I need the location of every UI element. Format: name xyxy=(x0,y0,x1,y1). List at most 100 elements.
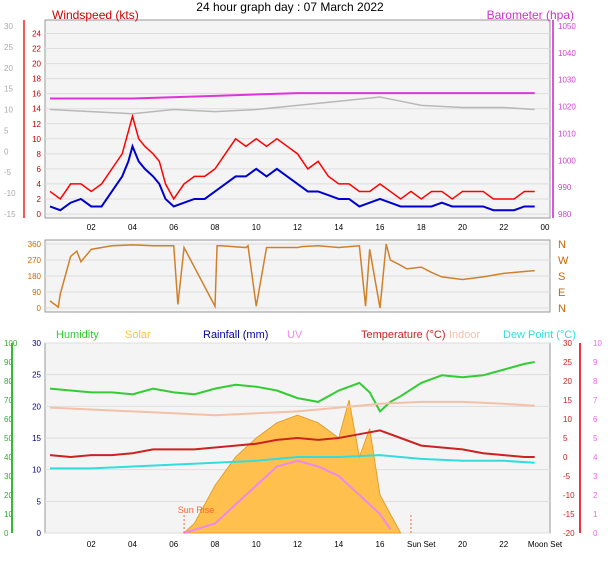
uv-tick-label: 2 xyxy=(593,491,598,500)
temp-tick-label: 20 xyxy=(563,377,572,386)
wind-tick-label: 12 xyxy=(32,120,41,129)
barometer-label: Barometer (hpa) xyxy=(487,8,574,22)
series-temp xyxy=(49,429,535,459)
compass-label: S xyxy=(558,271,565,283)
baro-tick-label: 1050 xyxy=(558,22,576,31)
uv-tick-label: 3 xyxy=(593,472,598,481)
wind-tick-label: 14 xyxy=(32,105,41,114)
gust-tick-label: 5 xyxy=(4,126,9,135)
temp-tick-label: -20 xyxy=(563,529,575,538)
humidity-tick-label: 70 xyxy=(4,396,13,405)
wind-tick-label: 16 xyxy=(32,90,41,99)
temp-tick-label: -5 xyxy=(563,472,571,481)
temp-tick-label: -15 xyxy=(563,510,575,519)
temp-x-tick-label: 04 xyxy=(128,540,137,549)
direction-tick-label: 90 xyxy=(32,288,41,297)
wind-x-tick-label: 10 xyxy=(252,223,261,232)
humidity-tick-label: 100 xyxy=(4,339,18,348)
humidity-tick-label: 40 xyxy=(4,453,13,462)
gust-tick-label: 25 xyxy=(4,43,13,52)
uv-tick-label: 7 xyxy=(593,396,598,405)
sunrise-label: Sun Rise xyxy=(178,505,215,515)
rain-tick-label: 10 xyxy=(32,466,41,475)
rain-tick-label: 5 xyxy=(37,497,42,506)
temp-x-tick-label: 14 xyxy=(334,540,343,549)
gust-tick-label: -15 xyxy=(4,210,16,219)
direction-tick-label: 180 xyxy=(28,272,42,281)
uv-tick-label: 1 xyxy=(593,510,598,519)
temp-axes: 0102030405060708090100051015202530-20-15… xyxy=(4,339,602,549)
uv-tick-label: 0 xyxy=(593,529,598,538)
rain-tick-label: 30 xyxy=(32,339,41,348)
temp-x-tick-label: 22 xyxy=(499,540,508,549)
baro-tick-label: 980 xyxy=(558,210,572,219)
series-wind_max xyxy=(49,113,535,201)
legend-item: UV xyxy=(287,329,303,341)
series-gust_hist xyxy=(49,96,535,115)
uv-tick-label: 6 xyxy=(593,415,598,424)
temp-x-tick-label: 16 xyxy=(376,540,385,549)
baro-tick-label: 990 xyxy=(558,183,572,192)
temp-tick-label: 10 xyxy=(563,415,572,424)
wind-series xyxy=(49,92,535,212)
wind-axes: 0246810121416182022249809901000101010201… xyxy=(4,20,576,232)
direction-tick-label: 270 xyxy=(28,256,42,265)
temp-tick-label: 30 xyxy=(563,339,572,348)
gust-tick-label: -10 xyxy=(4,189,16,198)
gust-tick-label: 0 xyxy=(4,147,9,156)
gust-tick-label: -5 xyxy=(4,168,12,177)
wind-x-tick-label: 02 xyxy=(87,223,96,232)
wind-tick-label: 22 xyxy=(32,45,41,54)
gust-tick-label: 30 xyxy=(4,22,13,31)
humidity-tick-label: 50 xyxy=(4,434,13,443)
humidity-tick-label: 60 xyxy=(4,415,13,424)
chart-title: 24 hour graph day : 07 March 2022 xyxy=(196,0,384,14)
uv-tick-label: 8 xyxy=(593,377,598,386)
wind-x-tick-label: 20 xyxy=(458,223,467,232)
series-wind_avg xyxy=(49,143,535,212)
wind-x-tick-label: 00 xyxy=(541,223,550,232)
wind-x-tick-label: 08 xyxy=(211,223,220,232)
direction-tick-label: 360 xyxy=(28,240,42,249)
series-dir xyxy=(49,243,535,310)
wind-tick-label: 4 xyxy=(37,180,42,189)
temp-tick-label: 15 xyxy=(563,396,572,405)
baro-tick-label: 1040 xyxy=(558,49,576,58)
compass-label: N xyxy=(558,303,566,315)
temp-tick-label: 5 xyxy=(563,434,568,443)
rain-tick-label: 15 xyxy=(32,434,41,443)
humidity-tick-label: 30 xyxy=(4,472,13,481)
wind-tick-label: 0 xyxy=(37,210,42,219)
temp-tick-label: -10 xyxy=(563,491,575,500)
legend-item: Humidity xyxy=(56,329,99,341)
series-uv xyxy=(183,459,392,534)
compass-label: N xyxy=(558,239,566,251)
temp-tick-label: 0 xyxy=(563,453,568,462)
wind-x-tick-label: 16 xyxy=(376,223,385,232)
wind-x-tick-label: 04 xyxy=(128,223,137,232)
wind-tick-label: 6 xyxy=(37,165,42,174)
wind-tick-label: 20 xyxy=(32,60,41,69)
humidity-tick-label: 90 xyxy=(4,358,13,367)
direction-series xyxy=(49,243,535,310)
baro-tick-label: 1010 xyxy=(558,129,576,138)
wind-x-tick-label: 14 xyxy=(334,223,343,232)
series-solar xyxy=(182,399,402,534)
temp-x-tick-label: Sun Set xyxy=(407,540,436,549)
temp-x-tick-label: 08 xyxy=(211,540,220,549)
rain-tick-label: 0 xyxy=(37,529,42,538)
direction-grid xyxy=(45,243,550,309)
wind-x-tick-label: 18 xyxy=(417,223,426,232)
temp-x-tick-label: 10 xyxy=(252,540,261,549)
series-baro xyxy=(50,92,535,100)
uv-tick-label: 9 xyxy=(593,358,598,367)
temp-x-tick-label: 20 xyxy=(458,540,467,549)
wind-tick-label: 18 xyxy=(32,75,41,84)
wind-tick-label: 10 xyxy=(32,135,41,144)
uv-tick-label: 10 xyxy=(593,339,602,348)
uv-tick-label: 4 xyxy=(593,453,598,462)
temp-x-tick-label: 06 xyxy=(169,540,178,549)
legend-item: Rainfall (mm) xyxy=(203,329,268,341)
